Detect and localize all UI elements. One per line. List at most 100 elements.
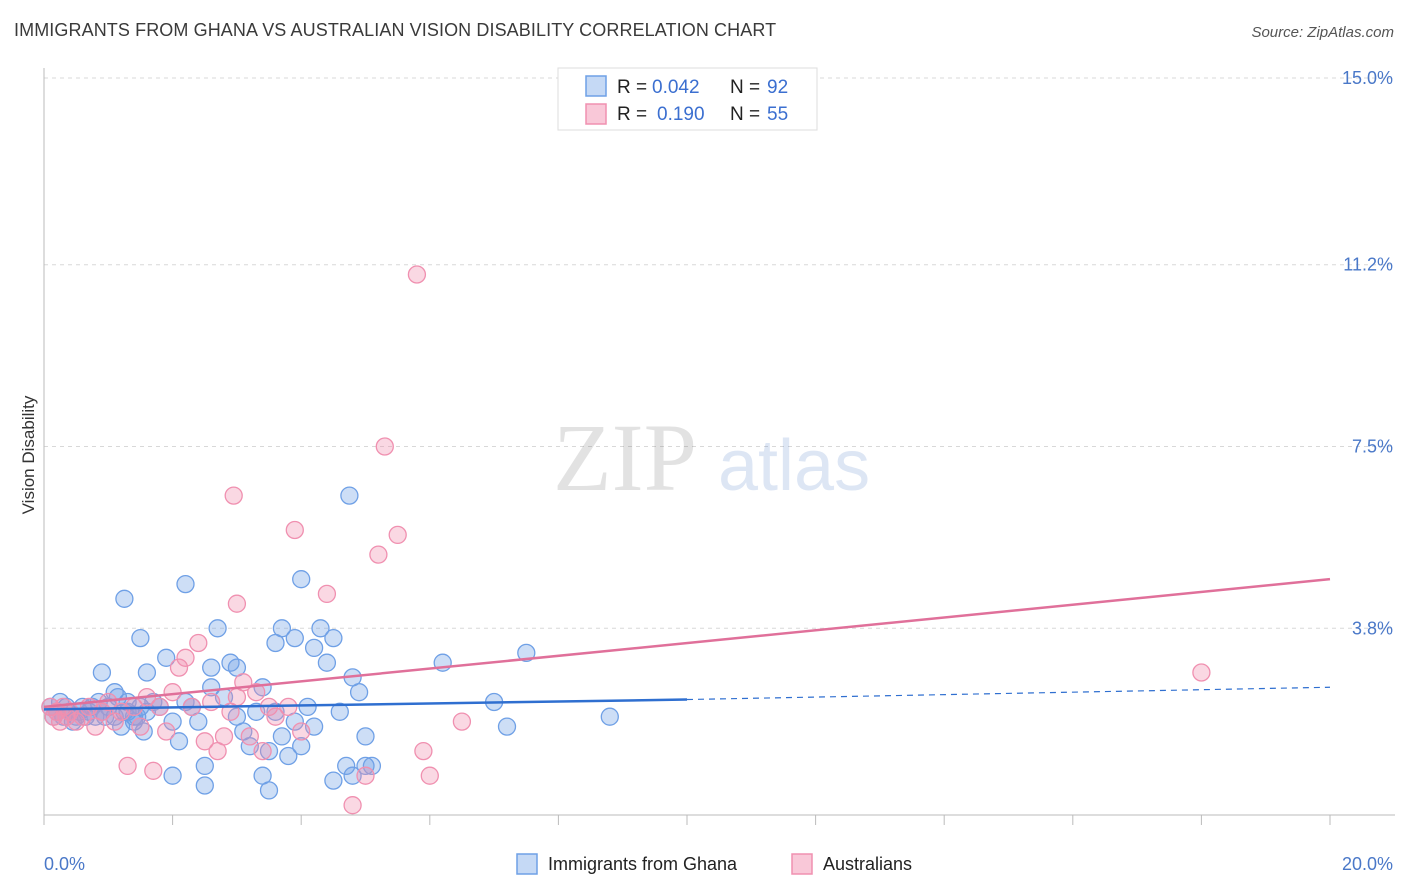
ghana-point-87	[497, 717, 517, 736]
legend-r-label-australians: R =	[617, 104, 647, 125]
australians-point-35	[247, 683, 266, 702]
bottom-legend-swatch-australians	[791, 853, 813, 875]
ghana-point-83	[356, 756, 375, 776]
ghana-point-76	[304, 638, 324, 658]
trendline-ghana-solid	[43, 698, 688, 711]
ghana-point-63	[337, 756, 356, 776]
ghana-point-75	[292, 570, 311, 589]
ghana-point-88	[517, 643, 536, 663]
ghana-point-89	[600, 707, 619, 726]
ghana-point-43	[208, 619, 227, 638]
watermark-atlas: atlas	[718, 426, 870, 506]
legend-swatch-ghana	[585, 75, 607, 97]
ghana-point-79	[253, 766, 272, 785]
australians-point-40	[292, 722, 311, 741]
ghana-point-78	[324, 771, 343, 790]
bottom-legend-swatch-ghana	[516, 853, 538, 875]
legend-n-label-australians: N =	[730, 104, 760, 125]
ghana-point-53	[272, 727, 292, 746]
ghana-point-35	[157, 648, 176, 667]
legend-n-value-australians: 55	[767, 104, 788, 125]
australians-point-50	[356, 766, 375, 785]
australians-point-13	[105, 712, 124, 731]
australians-point-23	[169, 658, 189, 677]
australians-point-19	[144, 761, 163, 780]
ghana-point-84	[340, 486, 359, 505]
australians-point-34	[240, 727, 259, 746]
ghana-point-62	[330, 702, 349, 721]
ghana-point-59	[311, 619, 330, 638]
ghana-point-82	[343, 766, 362, 785]
legend-box: R = 0.042 N = 92 R = 0.190 N = 55	[557, 67, 818, 131]
ghana-point-81	[163, 766, 182, 785]
ghana-point-33	[137, 663, 157, 682]
ghana-point-36	[163, 712, 182, 731]
australians-point-27	[195, 732, 214, 751]
australians-point-24	[176, 648, 195, 667]
series-australians-points	[41, 265, 1211, 815]
y-tick-labels: 3.8% 7.5% 11.2% 15.0%	[1342, 68, 1393, 638]
australians-point-51	[420, 766, 439, 785]
ghana-point-30	[92, 663, 112, 682]
australians-point-41	[227, 594, 247, 613]
australians-point-36	[253, 741, 272, 761]
ghana-point-60	[317, 653, 337, 672]
bottom-legend: Immigrants from Ghana Australians	[516, 853, 912, 875]
australians-point-43	[285, 520, 304, 540]
australians-point-26	[189, 633, 208, 653]
ghana-point-54	[279, 746, 298, 766]
australians-point-17	[131, 717, 150, 736]
x-tick-label-0: 0.0%	[44, 854, 85, 874]
legend-r-value-australians: 0.190	[657, 104, 705, 125]
australians-point-21	[157, 722, 176, 741]
australians-point-38	[266, 707, 285, 726]
y-tick-label-2: 11.2%	[1343, 255, 1393, 275]
y-tick-label-1: 7.5%	[1352, 437, 1393, 457]
ghana-point-73	[272, 619, 292, 638]
australians-point-47	[375, 437, 394, 456]
chart-source: Source: ZipAtlas.com	[1251, 24, 1394, 41]
y-tick-label-0: 3.8%	[1352, 618, 1393, 638]
chart-title: IMMIGRANTS FROM GHANA VS AUSTRALIAN VISI…	[14, 20, 777, 40]
ghana-point-51	[259, 741, 279, 761]
ghana-point-70	[202, 658, 221, 677]
australians-point-22	[163, 683, 182, 702]
australians-point-49	[343, 796, 362, 815]
australians-point-48	[407, 265, 427, 284]
watermark: ZIP atlas	[553, 404, 870, 511]
trendline-ghana-dashed	[686, 686, 1331, 701]
legend-n-label-ghana-text: N =	[730, 77, 760, 98]
bottom-legend-label-ghana: Immigrants from Ghana	[548, 854, 738, 874]
x-tick-label-1: 20.0%	[1342, 854, 1393, 874]
ghana-point-90	[131, 628, 150, 648]
ghana-point-37	[169, 732, 189, 751]
x-tick-labels: 0.0% 20.0%	[44, 854, 1393, 874]
australians-point-53	[452, 712, 472, 731]
ghana-point-61	[324, 628, 343, 648]
y-tick-label-3: 15.0%	[1342, 68, 1393, 88]
ghana-point-67	[362, 756, 382, 776]
ghana-point-27	[134, 722, 153, 741]
australians-point-15	[118, 756, 137, 776]
ghana-point-57	[298, 697, 317, 717]
watermark-zip: ZIP	[553, 404, 697, 511]
australians-point-44	[317, 584, 337, 604]
series-ghana-points	[41, 486, 619, 800]
australians-point-54	[1192, 663, 1211, 682]
ghana-point-80	[195, 776, 214, 795]
ghana-point-66	[356, 727, 375, 746]
ghana-point-74	[285, 628, 304, 648]
australians-point-46	[388, 525, 407, 545]
ghana-point-41	[195, 756, 214, 776]
australians-point-30	[214, 727, 234, 746]
trendline-australians	[43, 577, 1331, 709]
legend-r-label-ghana: R =	[617, 77, 647, 98]
trendlines	[43, 577, 1331, 711]
bottom-legend-label-australians: Australians	[823, 854, 912, 874]
legend-r-value-ghana: 0.042	[652, 77, 700, 98]
y-axis-label: Vision Disability	[19, 395, 38, 514]
ghana-point-68	[115, 589, 134, 608]
legend-swatch-australians	[585, 103, 607, 125]
legend-n-value-ghana: 92	[767, 77, 788, 98]
